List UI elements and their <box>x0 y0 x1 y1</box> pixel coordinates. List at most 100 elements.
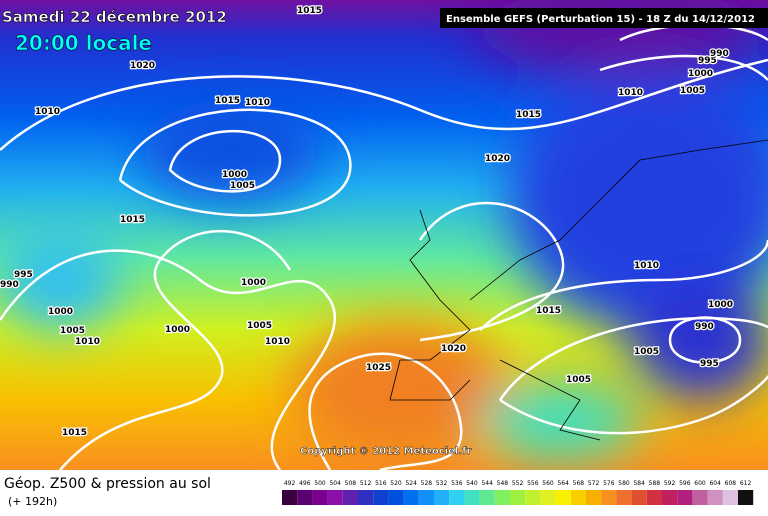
isobar-label: 1010 <box>634 261 659 271</box>
legend-label: 548 <box>497 480 509 487</box>
isobar-label: 1005 <box>680 86 705 96</box>
legend-label: 532 <box>436 480 448 487</box>
legend-swatch <box>631 490 647 505</box>
legend-label: 584 <box>633 480 645 487</box>
legend-label: 536 <box>451 480 463 487</box>
isobar-label: 1015 <box>215 96 240 106</box>
legend-label: 520 <box>390 480 402 487</box>
legend-label: 596 <box>679 480 691 487</box>
legend-swatch <box>601 490 617 505</box>
legend-swatch <box>738 490 754 505</box>
isobar-label: 990 <box>0 280 19 290</box>
isobar-label: 1000 <box>241 278 266 288</box>
legend-label: 524 <box>405 480 417 487</box>
legend-label: 544 <box>481 480 493 487</box>
legend-label: 576 <box>603 480 615 487</box>
isobar-label: 1005 <box>230 181 255 191</box>
legend-swatch <box>510 490 526 505</box>
legend-swatch <box>282 490 298 505</box>
legend-swatch <box>434 490 450 505</box>
legend-label: 560 <box>542 480 554 487</box>
time: 20:00 locale <box>15 31 152 55</box>
legend-label: 580 <box>618 480 630 487</box>
model: Ensemble GEFS (Perturbation 15) - 18 Z d… <box>446 14 755 25</box>
legend-label: 508 <box>345 480 357 487</box>
legend-swatch <box>373 490 389 505</box>
legend-swatch <box>449 490 465 505</box>
isobar-label: 1010 <box>265 337 290 347</box>
legend-swatch <box>677 490 693 505</box>
legend-swatch <box>342 490 358 505</box>
legend-swatch <box>692 490 708 505</box>
legend-label: 568 <box>573 480 585 487</box>
isobar-label: 1000 <box>48 307 73 317</box>
legend-swatch <box>525 490 541 505</box>
isobar-label: 1010 <box>35 107 60 117</box>
legend-label: 540 <box>466 480 478 487</box>
legend-label: 556 <box>527 480 539 487</box>
isobar-label: 1020 <box>485 154 510 164</box>
isobar-label: 1010 <box>75 337 100 347</box>
legend-swatch <box>722 490 738 505</box>
legend-label: 500 <box>314 480 326 487</box>
isobar-label: 995 <box>14 270 33 280</box>
legend-swatch <box>662 490 678 505</box>
legend-swatch <box>570 490 586 505</box>
legend-swatch <box>464 490 480 505</box>
copyright: Copyright © 2012 Meteociel.fr <box>300 446 471 457</box>
legend-swatch <box>479 490 495 505</box>
legend-swatch <box>540 490 556 505</box>
legend-label: 572 <box>588 480 600 487</box>
legend-label: 496 <box>299 480 311 487</box>
legend-label: 516 <box>375 480 387 487</box>
legend-label: 504 <box>329 480 341 487</box>
legend-label: 592 <box>664 480 676 487</box>
legend-swatch <box>312 490 328 505</box>
legend-label: 552 <box>512 480 524 487</box>
legend-swatch <box>418 490 434 505</box>
legend-swatch <box>358 490 374 505</box>
legend-swatch <box>494 490 510 505</box>
legend-swatch <box>327 490 343 505</box>
isobar-label: 1020 <box>441 344 466 354</box>
date: Samedi 22 décembre 2012 <box>2 8 227 26</box>
isobar-label: 1015 <box>62 428 87 438</box>
legend-label: 608 <box>725 480 737 487</box>
legend-swatch <box>646 490 662 505</box>
legend-swatch <box>388 490 404 505</box>
isobar-label: 1000 <box>688 69 713 79</box>
isobar-label: 990 <box>695 322 714 332</box>
legend-label: 564 <box>557 480 569 487</box>
legend-swatch <box>403 490 419 505</box>
footer-title: Géop. Z500 & pression au sol <box>4 476 211 492</box>
isobar-label: 1010 <box>618 88 643 98</box>
isobar-label: 1005 <box>247 321 272 331</box>
isobar-label: 1015 <box>120 215 145 225</box>
isobar-label: 1005 <box>634 347 659 357</box>
legend-swatch <box>586 490 602 505</box>
legend-label: 512 <box>360 480 372 487</box>
legend-label: 604 <box>709 480 721 487</box>
isobar-label: 1010 <box>245 98 270 108</box>
legend: 492 496 500 504 508 512 516 520 524 528 532 536 540 5… <box>282 480 754 505</box>
isobar-label: 1020 <box>130 61 155 71</box>
legend-label: 600 <box>694 480 706 487</box>
model-box <box>440 8 768 28</box>
isobar-label: 1005 <box>566 375 591 385</box>
isobar-label: 995 <box>698 56 717 66</box>
legend-swatch <box>707 490 723 505</box>
isobar-label: 1025 <box>366 363 391 373</box>
legend-label: 528 <box>421 480 433 487</box>
legend-label: 612 <box>740 480 752 487</box>
field <box>0 0 768 472</box>
isobar-label: 1005 <box>60 326 85 336</box>
isobar-label: 990 <box>710 49 729 59</box>
isobar-label: 1000 <box>165 325 190 335</box>
isobar-label: 1000 <box>222 170 247 180</box>
footer-subtitle: (+ 192h) <box>8 495 57 508</box>
isobar-label: 1015 <box>516 110 541 120</box>
legend-swatch <box>555 490 571 505</box>
isobar-label: 1015 <box>297 6 322 16</box>
legend-label: 588 <box>649 480 661 487</box>
